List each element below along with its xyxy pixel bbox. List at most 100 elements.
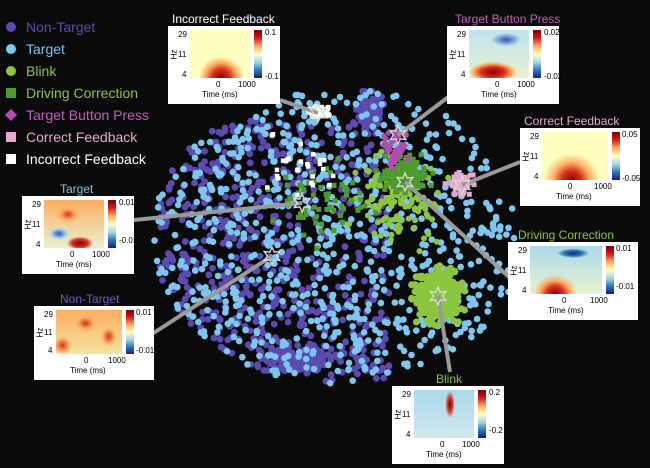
driving-correction-point	[382, 186, 388, 192]
target-point	[475, 291, 483, 299]
target-point	[223, 347, 231, 355]
target-point	[229, 289, 237, 297]
correct-feedback-point	[470, 172, 476, 178]
blink-point	[365, 183, 372, 190]
blink-point	[457, 284, 465, 292]
target-point	[343, 154, 350, 161]
target-point	[204, 289, 212, 296]
incorrect-feedback-point	[298, 159, 304, 164]
target-point	[453, 247, 461, 254]
target-point	[345, 233, 353, 240]
target-point	[455, 253, 463, 260]
non-target-point	[339, 316, 346, 324]
target-point	[392, 320, 400, 327]
target-point	[222, 160, 230, 167]
inset-blink: Blink 0.2 -0.2 29 11 4 Hz 0 1000 Time (m…	[392, 372, 504, 464]
target-point	[377, 299, 385, 307]
driving-correction-point	[420, 183, 426, 189]
target-point	[360, 329, 368, 336]
target-point	[264, 261, 272, 269]
target-point	[333, 268, 340, 276]
target-point	[244, 144, 252, 152]
target-point	[469, 227, 477, 234]
driving-correction-point	[410, 162, 416, 168]
target-point	[222, 298, 229, 305]
non-target-point	[216, 335, 224, 343]
target-point	[427, 332, 435, 339]
target-point	[371, 291, 379, 299]
target-point	[305, 236, 313, 244]
spectrogram	[542, 132, 608, 180]
connector-correct-feedback	[461, 160, 521, 187]
colorbar-tick: 0.02	[544, 28, 560, 37]
driving-correction-point	[303, 212, 309, 218]
colorbar-tick: -0.1	[265, 72, 279, 81]
target-point	[339, 164, 346, 171]
y-tick: 29	[530, 132, 539, 141]
target-point	[190, 257, 197, 264]
target-point	[458, 135, 466, 143]
target-point	[235, 266, 242, 274]
target-point	[373, 283, 381, 291]
target-point	[268, 229, 276, 237]
correct-feedback-point	[456, 182, 462, 188]
non-target-point	[372, 375, 380, 382]
target-point	[293, 335, 301, 342]
target-point	[265, 284, 272, 292]
incorrect-feedback-centroid-star-icon	[308, 102, 328, 124]
driving-correction-point	[311, 204, 317, 210]
target-point	[206, 138, 214, 146]
non-target-point	[319, 356, 327, 363]
target-point	[408, 262, 415, 269]
target-point	[244, 361, 251, 368]
spectrogram	[469, 30, 529, 78]
target-point	[477, 282, 485, 289]
blink-point	[436, 262, 444, 270]
legend-label: Target Button Press	[26, 107, 149, 123]
incorrect-feedback-point	[325, 112, 331, 118]
target-point	[454, 124, 462, 131]
inset-non-target: Non-Target 0.01 -0.01 29 11 4 Hz 0 1000 …	[34, 292, 154, 380]
target-point	[259, 292, 267, 300]
target-point	[234, 127, 241, 135]
target-point	[211, 215, 218, 223]
blink-point	[363, 167, 370, 174]
target-point	[255, 276, 263, 283]
non-target-point	[385, 289, 393, 297]
driving-correction-point	[373, 168, 379, 174]
x-axis-label: Time (ms)	[548, 306, 584, 315]
driving-correction-point	[392, 174, 397, 179]
non-target-point	[370, 223, 378, 231]
y-tick: 29	[178, 30, 187, 39]
colorbar-tick: -0.01	[119, 236, 138, 245]
blink-point	[423, 309, 431, 317]
driving-correction-point	[406, 165, 412, 171]
blink-point	[425, 231, 432, 238]
blink-point	[444, 270, 452, 278]
target-point	[283, 122, 290, 130]
incorrect-feedback-point	[295, 192, 300, 198]
target-point	[495, 198, 503, 205]
non-target-point	[286, 222, 294, 229]
correct-feedback-point	[466, 191, 472, 197]
blink-point	[419, 200, 426, 207]
x-tick: 1000	[517, 80, 535, 89]
y-tick: 4	[406, 430, 411, 439]
target-point	[264, 352, 272, 359]
inset-incorrect-feedback: Incorrect Feedback 0.1 -0.1 29 11 4 Hz 0…	[168, 12, 280, 104]
target-point	[343, 99, 351, 107]
driving-correction-point	[414, 169, 420, 175]
non-target-point	[318, 139, 325, 147]
target-point	[323, 323, 331, 330]
target-point	[358, 113, 366, 120]
non-target-point	[264, 142, 271, 150]
correct-feedback-point	[458, 173, 464, 178]
target-point	[354, 176, 361, 183]
blink-point	[369, 204, 376, 210]
non-target-point	[223, 262, 230, 270]
blink-point	[435, 268, 442, 276]
blink-point	[373, 152, 379, 159]
non-target-point	[239, 258, 247, 265]
target-point	[291, 369, 298, 377]
